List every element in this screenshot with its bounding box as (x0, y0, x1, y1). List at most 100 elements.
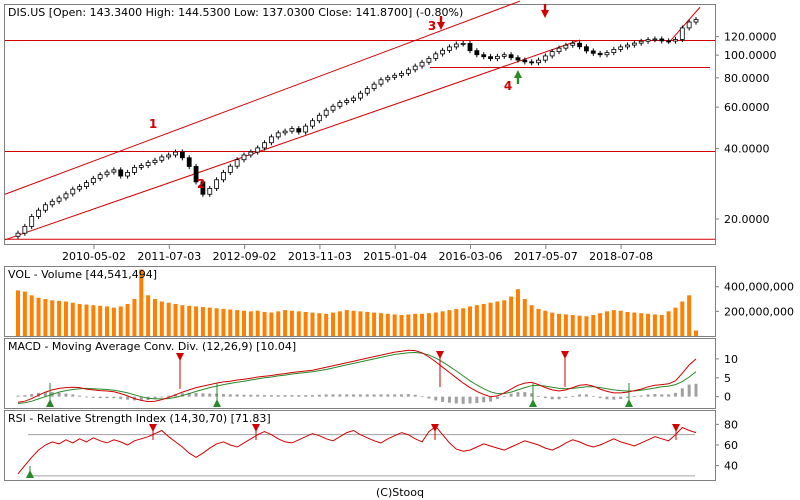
macd-histogram-bar (71, 394, 75, 397)
volume-bar (673, 307, 678, 336)
macd-histogram-bar (619, 396, 623, 399)
macd-histogram-bar (543, 396, 547, 399)
volume-bar (139, 269, 144, 336)
volume-bar (344, 310, 349, 336)
volume-bar (447, 310, 452, 336)
volume-bar (289, 310, 294, 336)
candle-body (104, 171, 110, 176)
candle-body (584, 46, 589, 52)
macd-histogram-bar (91, 396, 95, 398)
macd-histogram-bar (646, 394, 650, 397)
buy-marker-icon (213, 399, 221, 407)
macd-histogram-bar (578, 394, 582, 397)
candle-body (186, 157, 192, 167)
macd-histogram-bar (400, 394, 404, 397)
macd-signal-line (17, 351, 697, 404)
volume-bar (694, 330, 698, 336)
volume-bar (194, 306, 199, 336)
volume-bar (563, 314, 568, 336)
macd-histogram-bar (297, 395, 301, 397)
buy-marker-icon (625, 399, 633, 407)
x-axis-tick-label: 2011-07-03 (137, 250, 201, 263)
volume-bar (399, 315, 404, 336)
volume-bar (242, 310, 246, 336)
price-y-tick-label: 60.0000 (724, 101, 770, 114)
macd-histogram-bar (228, 394, 232, 397)
candle-body (549, 51, 555, 57)
candle-body (666, 40, 672, 43)
macd-panel-frame (4, 338, 716, 409)
volume-bar (77, 303, 82, 336)
macd-histogram-bar (324, 394, 328, 397)
macd-histogram-bar (112, 396, 116, 399)
candle-body (56, 197, 62, 202)
candle-body (577, 42, 582, 48)
buy-marker-icon (529, 399, 537, 407)
macd-histogram-bar (269, 395, 273, 397)
candle-body (652, 38, 658, 41)
x-axis-tick-label: 2016-03-06 (439, 250, 503, 263)
macd-histogram-bar (187, 392, 191, 397)
candle-body (433, 53, 439, 59)
sell-marker-icon (176, 353, 184, 361)
y-axis-labels: 120.0000 100.0000 80.0000 60.0000 40.0000 20.… (715, 31, 794, 473)
volume-bar (509, 296, 514, 336)
candle-body (686, 21, 692, 29)
candle-body (316, 114, 322, 122)
candle-body (337, 102, 343, 107)
sell-marker-icon (561, 351, 569, 359)
macd-histogram-bar (571, 395, 575, 397)
volume-bar (543, 310, 548, 336)
volume-bar (666, 311, 671, 336)
macd-histogram-bar (64, 393, 68, 397)
candle-body (125, 172, 130, 177)
volume-bar (57, 300, 62, 336)
volume-bar (468, 306, 472, 336)
volume-bar (652, 314, 657, 336)
macd-histogram-bar (372, 394, 376, 397)
macd-histogram-bar (174, 394, 178, 397)
sell-marker-icon (252, 424, 260, 432)
candle-body (659, 38, 665, 42)
macd-histogram-bar (43, 392, 47, 397)
volume-bar (550, 312, 555, 336)
candle-body (679, 27, 685, 40)
candle-body (241, 154, 247, 161)
macd-histogram-bar (673, 392, 677, 397)
price-y-tick-label: 80.0000 (724, 72, 770, 85)
sell-arrow-icon (541, 4, 549, 18)
sell-arrow-icon (437, 16, 445, 30)
volume-panel-frame (4, 266, 716, 337)
macd-histogram-bar (317, 394, 321, 397)
rsi-y-tick-label: 60 (724, 439, 738, 452)
candle-body (440, 49, 446, 55)
macd-histogram-bar (523, 392, 527, 397)
macd-histogram-bar (612, 396, 616, 400)
candle-body (501, 54, 507, 57)
volume-bar (331, 312, 336, 336)
macd-histogram-bar (180, 393, 184, 397)
volume-bar (50, 300, 55, 336)
candle-body (494, 55, 500, 60)
volume-bar (125, 303, 130, 336)
candle-body (84, 182, 89, 187)
volume-bar (214, 308, 219, 336)
macd-histogram-bar (304, 395, 308, 397)
macd-histogram-bar (16, 395, 20, 397)
macd-histogram-bar (509, 393, 513, 397)
candle-body (481, 54, 487, 58)
volume-bar (481, 303, 486, 336)
macd-histogram-bar (358, 394, 362, 397)
recent-trend-line (667, 6, 701, 44)
volume-bar (378, 313, 383, 336)
volume-bar (632, 312, 637, 336)
candle-body (618, 46, 624, 50)
macd-histogram-bar (23, 395, 27, 397)
upper-channel-line (4, 0, 521, 195)
candle-body (536, 59, 541, 64)
volume-panel-title: VOL - Volume [44,541,494] (8, 268, 157, 281)
volume-bar (43, 299, 48, 336)
candle-body (453, 43, 459, 48)
candle-body (399, 72, 404, 76)
